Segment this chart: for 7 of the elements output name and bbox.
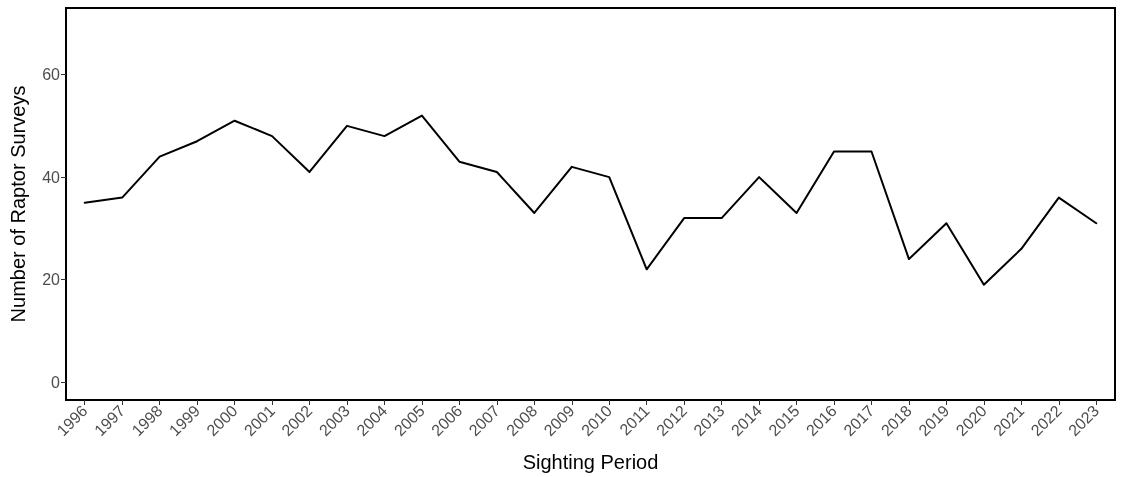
y-tick-label: 0 — [51, 373, 61, 391]
line-series — [83, 114, 1098, 286]
y-tick-label: 20 — [42, 271, 61, 289]
y-axis-title: Number of Raptor Surveys — [7, 85, 29, 323]
y-tick-label: 40 — [42, 168, 61, 186]
y-tick-label: 60 — [42, 66, 61, 84]
x-axis-title: Sighting Period — [522, 451, 659, 473]
